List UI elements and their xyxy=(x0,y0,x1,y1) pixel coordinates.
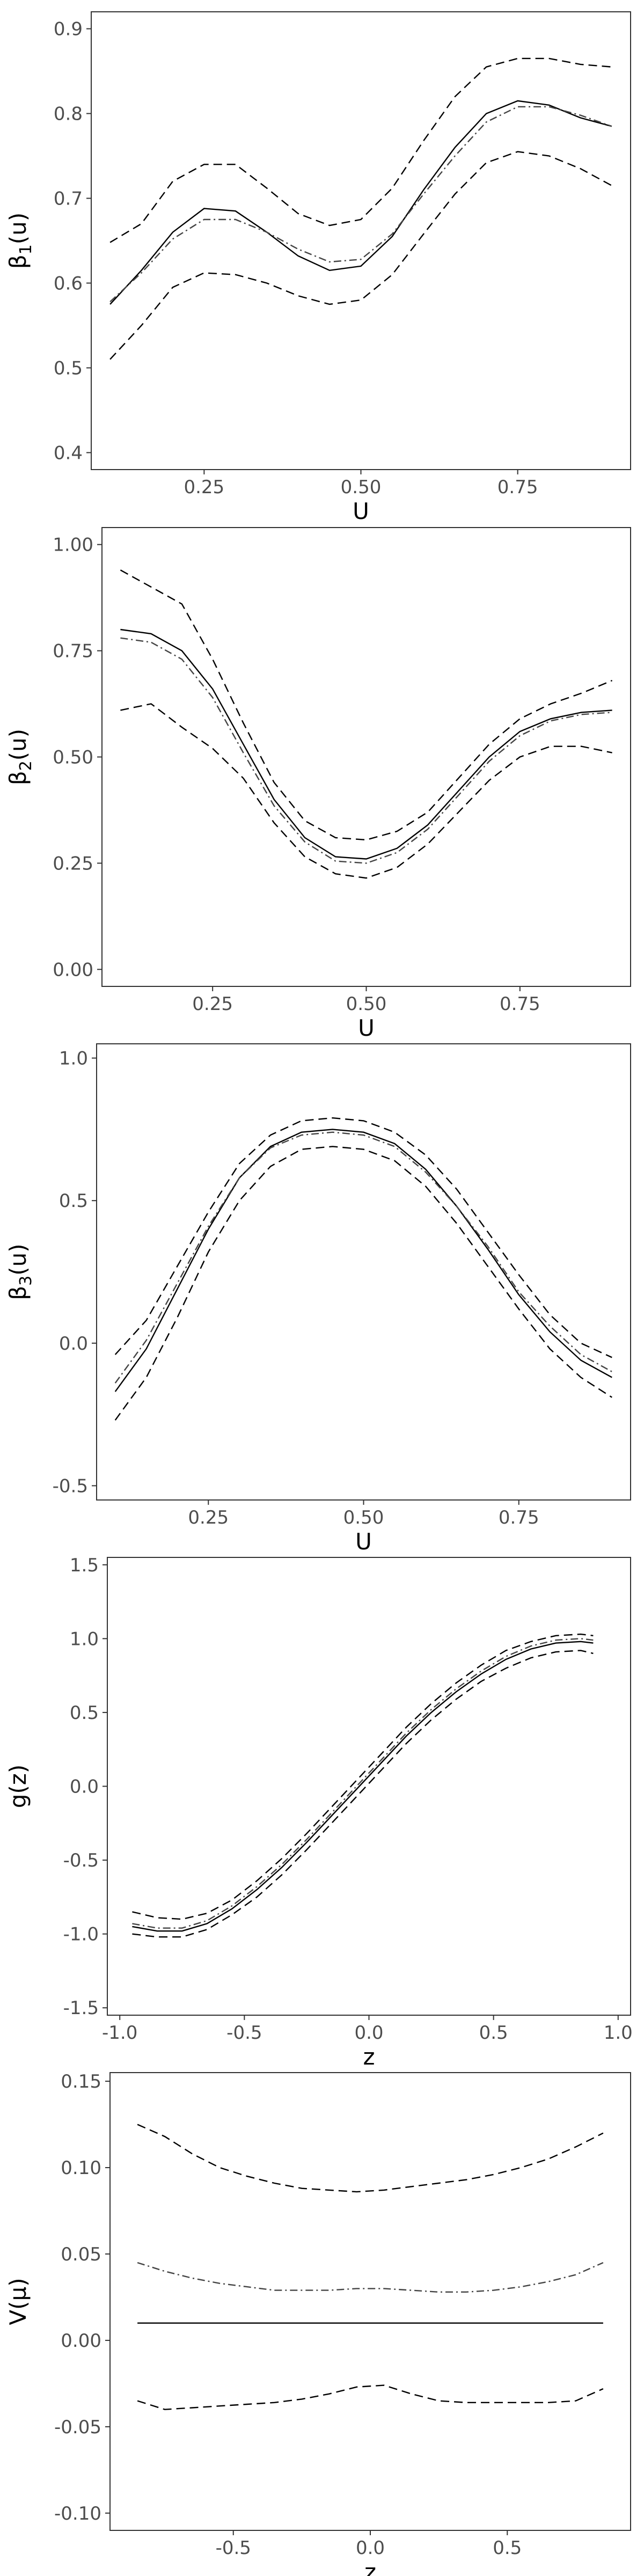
series-line-solid-1 xyxy=(114,1129,612,1392)
chart-panel-2: 0.25 0.50 0.75 0.00 0.25 0.50 0.75 1.00 Uβ2(u) xyxy=(5,527,631,1041)
x-tick-label: 0.50 xyxy=(343,1507,384,1528)
x-tick-label: 1.0 xyxy=(604,2022,633,2044)
x-tick-label: 0.0 xyxy=(356,2537,385,2559)
y-axis-label-suffix: (u) xyxy=(5,729,31,760)
y-tick-label: 0.5 xyxy=(59,1190,88,1212)
x-tick-label: 0.5 xyxy=(493,2537,522,2559)
plot-frame xyxy=(107,1557,631,2016)
y-axis-label-base: β xyxy=(5,771,31,785)
x-tick-label: 0.75 xyxy=(499,1507,539,1528)
y-tick-label: 1.0 xyxy=(59,1048,88,1070)
y-axis-label-base: V(μ) xyxy=(5,2278,31,2325)
x-axis-label: U xyxy=(355,1528,372,1555)
series-line-dotdash-2 xyxy=(120,637,612,864)
y-tick-label: 0.4 xyxy=(54,442,83,464)
y-tick-label: -0.05 xyxy=(54,2417,101,2438)
y-axis-label-suffix: (u) xyxy=(5,213,31,244)
plot-frame xyxy=(96,1043,631,1501)
chart-panel-5: -0.5 0.0 0.5 -0.10 -0.05 0.00 0.05 0.10 0.15 z V(μ… xyxy=(5,2071,631,2576)
series-line-dotdash-2 xyxy=(137,2262,604,2293)
series-line-solid-1 xyxy=(132,1641,594,1932)
series-line-dashed-3 xyxy=(120,569,613,841)
y-tick-label: -1.5 xyxy=(63,1997,99,2019)
y-axis-label-subscript: 2 xyxy=(17,760,35,771)
y-tick-label: 0.8 xyxy=(54,104,83,125)
y-tick-label: 0.25 xyxy=(53,853,93,874)
y-tick-label: 0.9 xyxy=(54,19,83,40)
y-tick-label: 0.10 xyxy=(61,2157,101,2179)
series-line-dashed-4 xyxy=(137,2384,604,2410)
y-axis-label: g(z) xyxy=(5,1765,31,1808)
chart-panel-4: -1.0 -0.5 0.0 0.5 1.0-1.5-1.0-0.50.00.51.01.… xyxy=(5,1555,633,2070)
y-tick-label: 0.15 xyxy=(61,2071,101,2092)
y-tick-label: 0.5 xyxy=(70,1702,99,1724)
y-axis-label-suffix: (u) xyxy=(5,1243,31,1275)
series-line-dashed-4 xyxy=(120,703,612,879)
series-line-dotdash-2 xyxy=(114,1131,612,1384)
x-axis-label: z xyxy=(364,2559,376,2576)
x-tick-label: 0.5 xyxy=(479,2022,508,2044)
x-tick-label: 0.25 xyxy=(192,993,233,1015)
series-line-solid-1 xyxy=(109,100,612,305)
y-tick-label: -0.10 xyxy=(54,2503,101,2524)
series-line-dotdash-2 xyxy=(109,106,612,303)
series-line-solid-1 xyxy=(120,628,612,860)
y-tick-label: 0.00 xyxy=(61,2330,101,2352)
y-tick-label: 0.0 xyxy=(70,1776,99,1798)
y-tick-label: 0.50 xyxy=(53,747,93,769)
series-line-dashed-3 xyxy=(109,57,612,243)
series-line-dashed-3 xyxy=(137,2124,604,2193)
y-tick-label: -0.5 xyxy=(63,1850,99,1871)
y-tick-label: -0.5 xyxy=(53,1475,88,1497)
chart-panel-3: 0.25 0.50 0.75 -0.5 0.0 0.5 1.0 Uβ3(u) xyxy=(5,1043,631,1555)
y-axis-label: β1(u) xyxy=(5,213,35,269)
y-tick-label: 0.7 xyxy=(54,188,83,210)
plot-frame xyxy=(101,527,631,987)
x-tick-label: 0.50 xyxy=(341,477,382,498)
series-line-dotdash-2 xyxy=(132,1638,594,1929)
x-tick-label: 0.75 xyxy=(497,477,538,498)
y-axis-label-base: β xyxy=(5,254,31,269)
x-tick-label: 0.75 xyxy=(500,993,540,1015)
y-tick-label: 0.5 xyxy=(54,357,83,379)
x-axis-label: U xyxy=(358,1015,375,1041)
series-line-dashed-4 xyxy=(114,1146,612,1421)
x-tick-label: 0.0 xyxy=(354,2022,383,2044)
series-line-dashed-3 xyxy=(114,1117,612,1358)
x-axis-label: U xyxy=(353,498,369,524)
y-axis-label-base: β xyxy=(5,1286,31,1300)
series-line-dashed-4 xyxy=(132,1650,594,1938)
y-tick-label: 1.00 xyxy=(53,535,93,556)
y-axis-label: β2(u) xyxy=(5,729,35,785)
y-tick-label: 0.75 xyxy=(53,641,93,662)
y-tick-label: 0.05 xyxy=(61,2244,101,2265)
x-tick-label: -0.5 xyxy=(226,2022,262,2044)
y-tick-label: 1.5 xyxy=(70,1555,99,1576)
x-tick-label: -0.5 xyxy=(216,2537,251,2559)
y-axis-label: β3(u) xyxy=(5,1243,35,1300)
x-axis-label: z xyxy=(363,2044,375,2070)
y-tick-label: 0.0 xyxy=(59,1333,88,1355)
chart-panel-1: 0.25 0.50 0.75 0.4 0.5 0.6 0.7 0.8 0.9 Uβ1(u) xyxy=(5,11,631,524)
x-tick-label: 0.25 xyxy=(184,477,224,498)
plot-frame xyxy=(109,2072,631,2531)
x-tick-label: 0.25 xyxy=(188,1507,229,1528)
y-axis-label-subscript: 3 xyxy=(17,1276,35,1286)
x-tick-label: 0.50 xyxy=(346,993,387,1015)
y-tick-label: 1.0 xyxy=(70,1628,99,1650)
y-tick-label: 0.6 xyxy=(54,273,83,294)
y-tick-label: 0.00 xyxy=(53,959,93,980)
y-axis-label-subscript: 1 xyxy=(17,244,35,254)
x-tick-label: -1.0 xyxy=(102,2022,137,2044)
y-axis-label-base: g(z) xyxy=(5,1765,31,1808)
series-line-dashed-4 xyxy=(109,151,612,360)
series-line-dashed-3 xyxy=(132,1633,594,1920)
plot-frame xyxy=(91,11,631,470)
y-tick-label: -1.0 xyxy=(63,1924,99,1945)
y-axis-label: V(μ) xyxy=(5,2278,31,2325)
